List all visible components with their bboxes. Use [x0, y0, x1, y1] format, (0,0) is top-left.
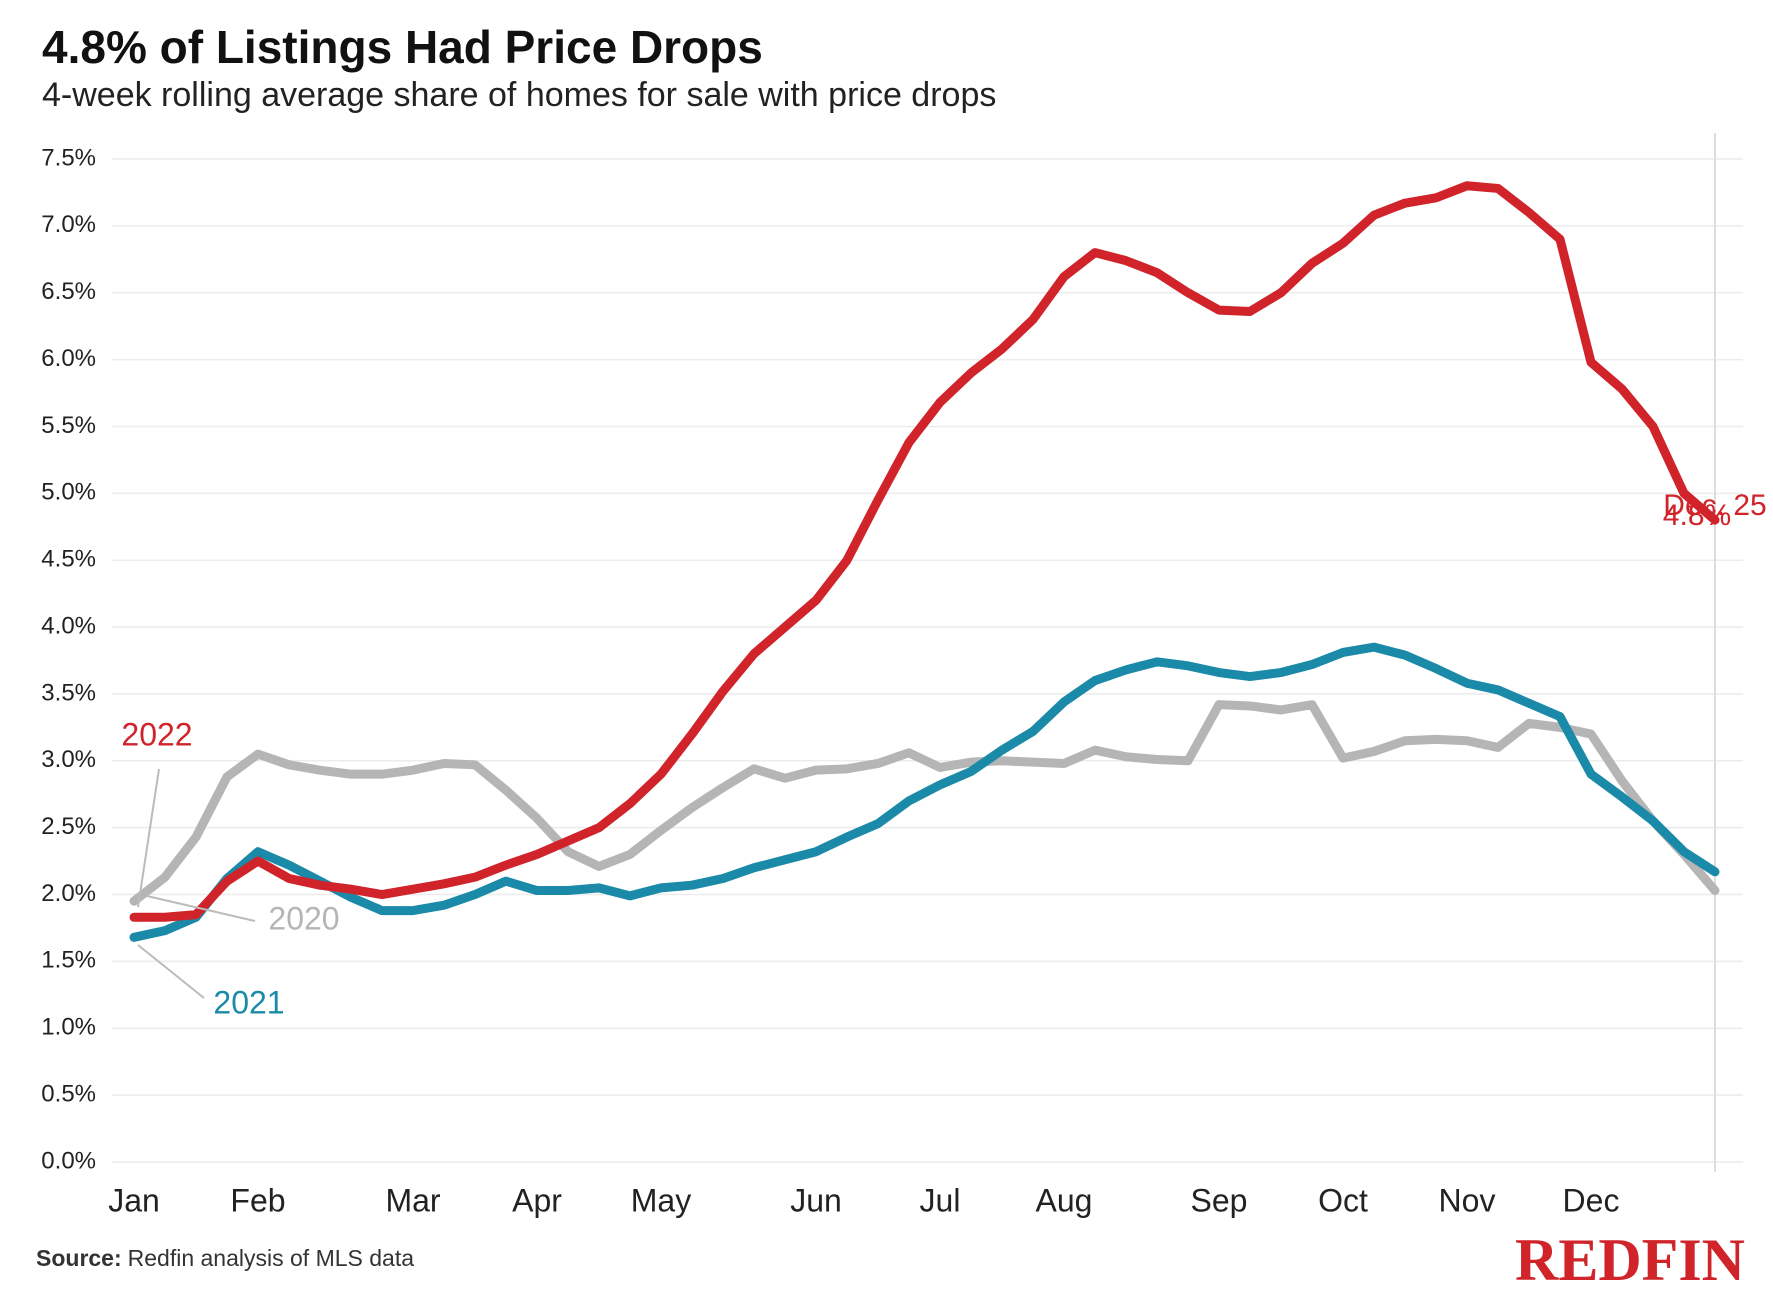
x-tick-label: Sep — [1191, 1182, 1248, 1218]
y-tick-label: 1.5% — [41, 947, 96, 974]
y-tick-label: 7.0% — [41, 211, 96, 238]
x-tick-label: Jul — [920, 1182, 961, 1218]
y-tick-label: 3.0% — [41, 746, 96, 773]
value-label: 4.8% — [1663, 499, 1731, 532]
y-tick-label: 2.0% — [41, 880, 96, 907]
y-tick-label: 3.5% — [41, 679, 96, 706]
source: Source: Redfin analysis of MLS data — [36, 1245, 414, 1271]
y-tick-label: 4.0% — [41, 612, 96, 639]
chart-subtitle: 4-week rolling average share of homes fo… — [42, 76, 996, 114]
y-tick-label: 5.0% — [41, 479, 96, 506]
series-label: 2021 — [213, 984, 284, 1020]
x-tick-label: Aug — [1036, 1182, 1093, 1218]
annotation: Dec. 25 — [1663, 489, 1766, 522]
series-line — [129, 181, 1720, 922]
logo: REDFIN — [1515, 1227, 1745, 1293]
source-label: Source: — [36, 1245, 122, 1271]
y-tick-label: 6.5% — [41, 278, 96, 305]
leader-line — [137, 768, 160, 908]
x-tick-label: Jun — [790, 1182, 842, 1218]
series-label: 2022 — [121, 716, 192, 752]
y-tick-label: 4.5% — [41, 546, 96, 573]
series-line — [129, 700, 1720, 906]
y-tick-label: 5.5% — [41, 412, 96, 439]
y-tick-label: 1.0% — [41, 1014, 96, 1041]
y-tick-label: 0.5% — [41, 1080, 96, 1107]
leader-line — [137, 944, 205, 999]
x-tick-label: Dec — [1563, 1182, 1620, 1218]
x-tick-label: Oct — [1318, 1182, 1368, 1218]
chart-title: 4.8% of Listings Had Price Drops — [42, 21, 763, 73]
y-tick-label: 0.0% — [41, 1147, 96, 1174]
x-tick-label: Jan — [108, 1182, 160, 1218]
x-tick-label: Feb — [230, 1182, 285, 1218]
y-tick-label: 2.5% — [41, 813, 96, 840]
x-tick-label: Apr — [512, 1182, 562, 1218]
x-tick-label: Mar — [385, 1182, 440, 1218]
series-line — [129, 642, 1720, 942]
x-tick-label: May — [631, 1182, 691, 1218]
leader-line — [146, 895, 256, 922]
y-tick-label: 7.5% — [41, 144, 96, 171]
series-label: 2020 — [268, 900, 339, 936]
source-text: Redfin analysis of MLS data — [128, 1245, 415, 1271]
x-tick-label: Nov — [1439, 1182, 1496, 1218]
y-tick-label: 6.0% — [41, 345, 96, 372]
